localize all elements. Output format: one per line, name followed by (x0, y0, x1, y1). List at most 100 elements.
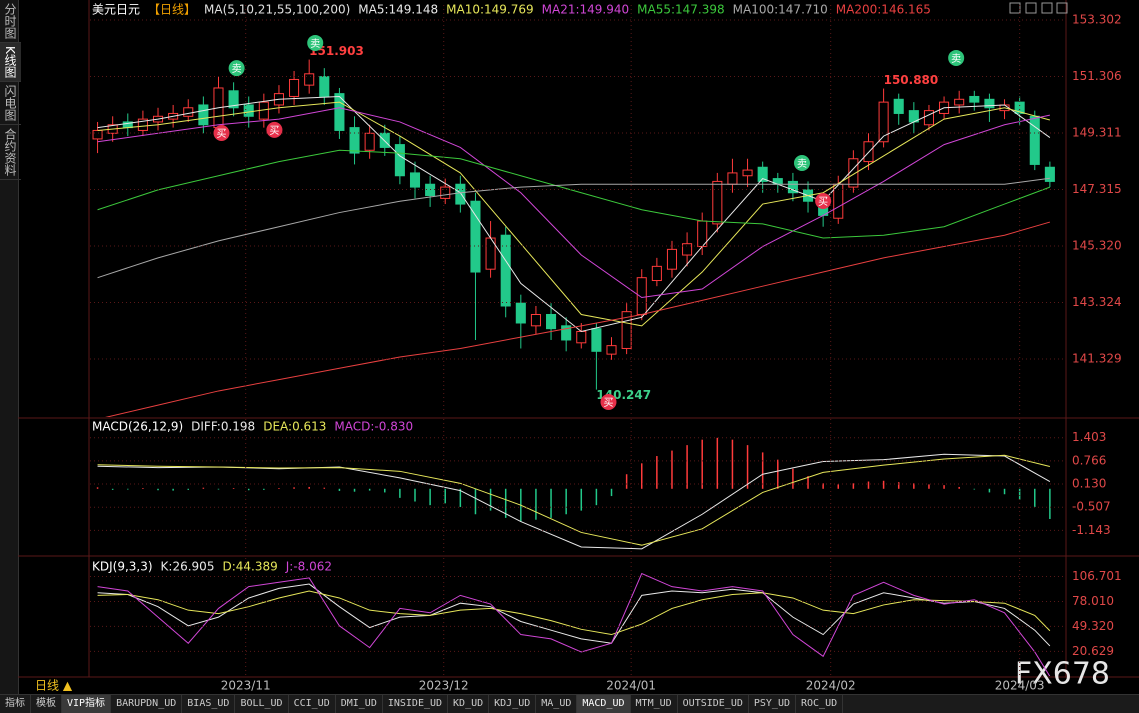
toolbar-tab[interactable]: 指标 (0, 695, 31, 713)
y-tick-label: 106.701 (1072, 569, 1122, 583)
candle-body (198, 104, 209, 126)
line (97, 107, 1050, 299)
line (97, 101, 1051, 327)
signal-marker (815, 192, 832, 209)
candle-body (561, 325, 572, 341)
macd-bar (792, 468, 794, 489)
macd-bar (263, 488, 265, 490)
candle-body (319, 76, 330, 97)
signal-label: 买 (217, 128, 227, 140)
toolbar-tab[interactable]: OUTSIDE_UD (678, 695, 749, 713)
candle-body (289, 78, 300, 97)
candle-body (984, 98, 995, 109)
toolbar-tab[interactable]: KDJ_UD (489, 695, 537, 713)
macd-bar (595, 488, 598, 506)
legend-item: MA5:149.148 (358, 3, 438, 17)
toolbar-tab[interactable]: MA_UD (536, 695, 578, 713)
macd-bar (217, 488, 220, 490)
icon[interactable] (1025, 2, 1037, 14)
toolbar-tab[interactable]: INSIDE_UD (383, 695, 449, 713)
icon[interactable] (1009, 2, 1021, 14)
macd-bar (625, 474, 628, 489)
toolbar-tab[interactable]: VIP指标 (62, 695, 112, 713)
toolbar-tab[interactable]: KD_UD (448, 695, 490, 713)
y-tick-label: 1.403 (1072, 430, 1106, 444)
macd-bar (232, 488, 235, 489)
legend-item: DEA:0.613 (263, 420, 326, 434)
macd-bar (897, 482, 900, 489)
legend-item: MA55:147.398 (637, 3, 725, 17)
signal-marker (948, 49, 965, 66)
icon[interactable] (1041, 2, 1053, 14)
period-button[interactable]: 日线 ▲ (35, 679, 73, 693)
macd-bar (716, 437, 719, 489)
legend-item: MA100:147.710 (733, 3, 828, 17)
macd-bar (671, 450, 673, 489)
macd-bar (1034, 488, 1036, 507)
macd-bar (444, 488, 446, 504)
signal-label: 买 (818, 196, 828, 208)
toolbar-tab[interactable]: MTM_UD (631, 695, 678, 713)
x-tick-label: 2023/11 (221, 679, 271, 693)
toolbar-tab[interactable]: BOLL_UD (235, 695, 289, 713)
macd-bar (761, 452, 764, 489)
side-tab[interactable]: 分时图 (0, 0, 21, 43)
side-tab[interactable]: 合约资料 (0, 125, 21, 180)
candle-body (1044, 166, 1055, 182)
y-tick-label: 147.315 (1072, 182, 1122, 196)
toolbar-tab[interactable]: ROC_UD (796, 695, 844, 713)
legend-item: MACD(26,12,9) (92, 420, 183, 434)
signal-marker (307, 34, 324, 51)
line (97, 149, 1051, 239)
macd-bar (293, 487, 295, 489)
candle-body (470, 200, 481, 273)
candle-body (878, 101, 889, 143)
legend-item: MACD:-0.830 (334, 420, 413, 434)
candle-body (742, 169, 753, 177)
candle-body (546, 313, 557, 330)
candle-body (954, 98, 965, 106)
legend-item: MA(5,10,21,55,100,200) (204, 3, 350, 17)
toolbar-tab[interactable]: BARUPDN_UD (111, 695, 183, 713)
macd-bar (429, 488, 431, 506)
toolbar-tab[interactable]: CCI_UD (289, 695, 336, 713)
macd-bar (127, 488, 129, 490)
macd-bar (157, 488, 159, 491)
macd-bar (731, 439, 734, 489)
macd-bar (111, 488, 114, 490)
macd-bar (882, 480, 885, 489)
macd-bar (308, 486, 310, 489)
x-tick-label: 2024/03 (995, 679, 1045, 693)
y-tick-label: 143.324 (1072, 295, 1122, 309)
candle-body (591, 328, 602, 352)
x-tick-label: 2023/12 (419, 679, 469, 693)
toolbar-tab[interactable]: DMI_UD (336, 695, 383, 713)
candle-body (757, 166, 768, 182)
line (97, 590, 1051, 636)
candle-body (787, 180, 798, 194)
side-tab[interactable]: 闪电图 (0, 82, 21, 125)
icon[interactable] (1056, 2, 1068, 14)
macd-bar (414, 488, 416, 502)
macd-bar (368, 488, 371, 491)
toolbar-tab[interactable]: BIAS_UD (182, 695, 236, 713)
candle-body (969, 95, 980, 103)
plot-area (97, 572, 1051, 676)
toolbar-tab[interactable]: MACD_UD (577, 695, 631, 713)
candle-body (712, 180, 723, 225)
macd-bar (489, 488, 492, 511)
candle-body (1029, 115, 1040, 165)
line (97, 453, 1051, 550)
macd-bar (96, 487, 99, 489)
candle-body (409, 172, 421, 188)
toolbar-tab[interactable]: 模板 (31, 695, 62, 713)
side-tab[interactable]: K线图 (0, 43, 21, 82)
y-tick-label: -1.143 (1072, 523, 1111, 537)
x-tick-label: 2024/01 (606, 679, 656, 693)
macd-bar (565, 488, 567, 515)
macd-bar (958, 486, 960, 489)
toolbar-tab[interactable]: PSY_UD (749, 695, 796, 713)
candle-body (576, 330, 587, 344)
chart: 日线 ▲ FX678 153.302 151.306 149.311 147.315 1… (18, 0, 1139, 693)
